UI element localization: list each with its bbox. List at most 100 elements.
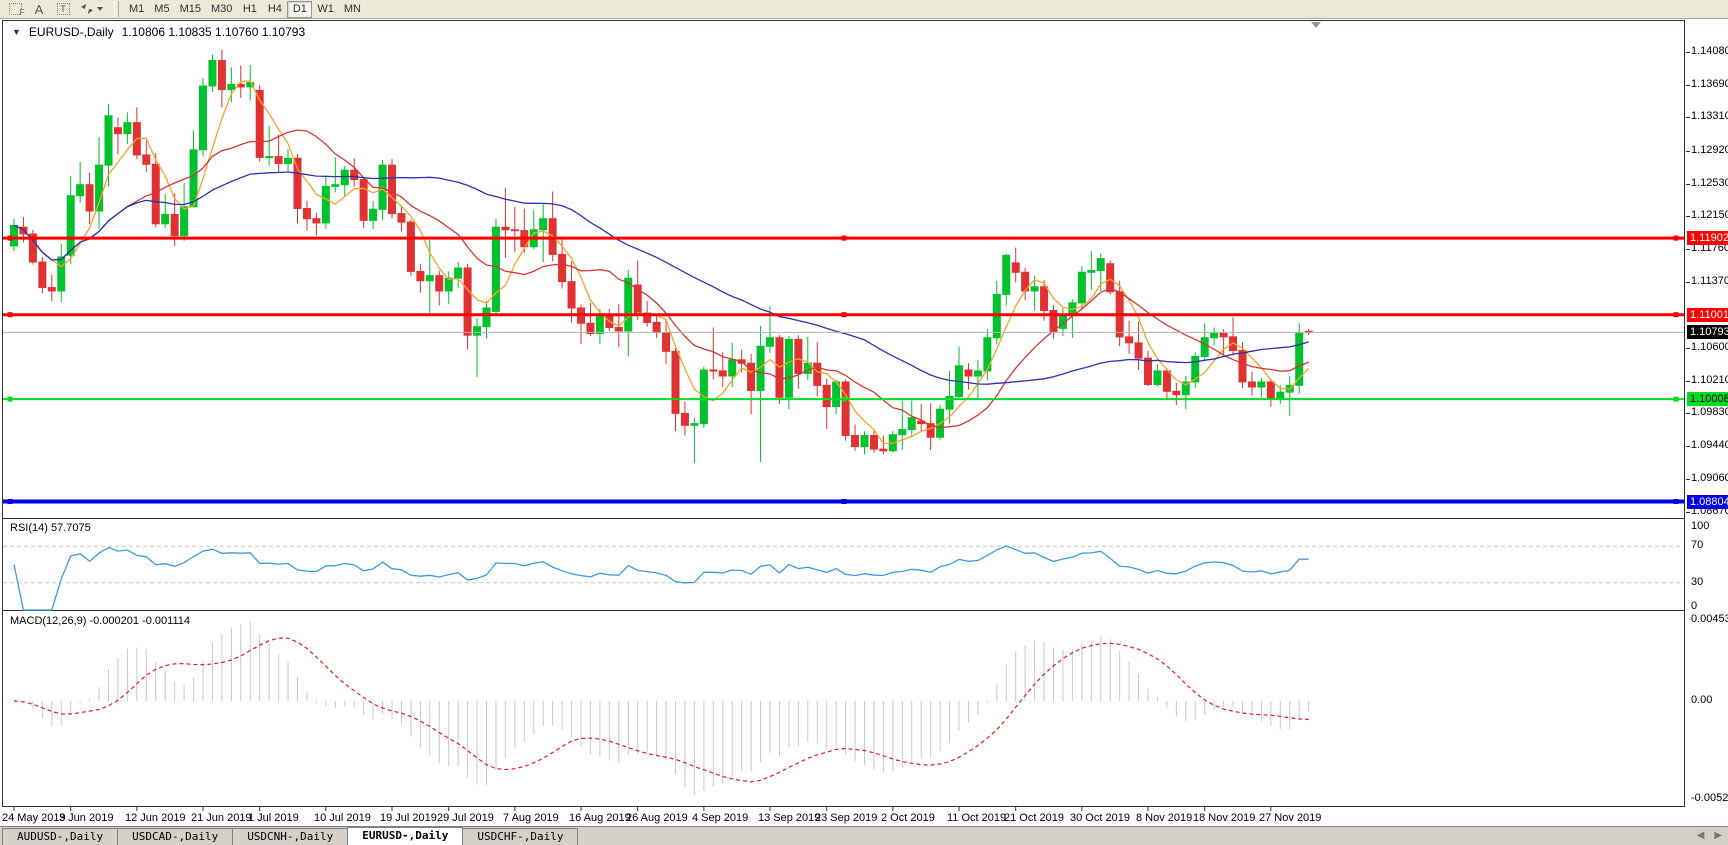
macd-signal-line: [13, 637, 1309, 783]
macd-indicator-label: MACD(12,26,9) -0.000201 -0.001114: [10, 615, 190, 627]
date-tick-label: 2 Oct 2019: [881, 812, 935, 824]
price-tick-label: 1.12920: [1691, 144, 1728, 156]
candle-body: [794, 338, 803, 374]
candle-body: [747, 362, 756, 391]
candle-body: [246, 82, 255, 88]
hline-handle[interactable]: [7, 396, 13, 402]
rsi-axis-label: 0: [1691, 600, 1698, 612]
hline-handle[interactable]: [1673, 235, 1679, 241]
candle-body: [1049, 310, 1058, 333]
timeframe-button-m30[interactable]: M30: [210, 3, 233, 15]
candle-body: [208, 60, 217, 87]
chart-canvas[interactable]: [2, 20, 1686, 812]
hline-handle[interactable]: [841, 499, 847, 505]
candle-body: [473, 326, 482, 336]
price-tick-mark: [1686, 348, 1690, 349]
hline-handle[interactable]: [841, 312, 847, 318]
timeframe-button-mn[interactable]: MN: [343, 3, 361, 15]
macd-axis-label: 0.00: [1691, 694, 1713, 706]
price-tick-mark: [1686, 52, 1690, 53]
price-tick-label: 1.12530: [1691, 177, 1728, 189]
candle-body: [113, 127, 122, 135]
arrow-tools-dropdown[interactable]: [76, 1, 106, 17]
chart-window[interactable]: ▼ EURUSD-,Daily 1.10806 1.10835 1.10760 …: [0, 19, 1728, 826]
tab-scroll-buttons: ◀ ▶: [1697, 830, 1722, 841]
symbol-tab-usdchf[interactable]: USDCHF-,Daily: [462, 828, 579, 845]
timeframe-button-m1[interactable]: M1: [129, 3, 145, 15]
candle-body: [482, 307, 491, 328]
candle-body: [425, 275, 434, 282]
timeframe-button-w1[interactable]: W1: [317, 3, 334, 15]
candle-body: [199, 85, 207, 151]
price-tick-label: 1.13690: [1691, 78, 1728, 90]
chart-dropdown-caret-icon[interactable]: ▼: [12, 27, 21, 37]
rsi-axis-label: 100: [1691, 520, 1710, 532]
timeframe-button-d1[interactable]: D1: [287, 0, 313, 18]
candle-body: [964, 369, 973, 377]
candle-body: [1106, 263, 1115, 293]
candle-body: [614, 327, 623, 332]
price-tick-mark: [1686, 282, 1690, 283]
candle-body: [501, 226, 510, 231]
candle-body: [1172, 390, 1181, 396]
hline-handle[interactable]: [841, 396, 847, 402]
macd-axis-label: -0.005205: [1691, 792, 1728, 804]
candle-body: [1162, 370, 1171, 392]
candle-body: [1238, 349, 1247, 383]
timeframe-button-m5[interactable]: M5: [154, 3, 170, 15]
candle-body: [1096, 258, 1105, 272]
grid-f-tool-icon[interactable]: F: [4, 1, 26, 17]
timeframe-button-h4[interactable]: H4: [267, 3, 282, 15]
candle-body: [860, 435, 869, 448]
candle-body: [1153, 370, 1162, 386]
date-tick-label: 7 Aug 2019: [503, 812, 559, 824]
candle-body: [350, 169, 359, 181]
symbol-tab-usdcad[interactable]: USDCAD-,Daily: [117, 828, 234, 845]
price-tick-label: 1.13310: [1691, 110, 1728, 122]
candle-body: [161, 213, 170, 225]
candle-body: [945, 395, 954, 410]
hline-handle[interactable]: [841, 235, 847, 241]
hline-handle[interactable]: [7, 235, 13, 241]
symbol-tab-usdcnh[interactable]: USDCNH-,Daily: [232, 828, 349, 845]
candle-body: [1191, 355, 1200, 383]
candle-body: [1276, 391, 1285, 400]
candle-body: [558, 253, 567, 283]
price-tick-label: 1.11370: [1691, 275, 1728, 287]
timeframe-button-h1[interactable]: H1: [242, 3, 257, 15]
hline-handle[interactable]: [1673, 499, 1679, 505]
candle-body: [662, 332, 671, 352]
chart-title: ▼ EURUSD-,Daily 1.10806 1.10835 1.10760 …: [12, 25, 305, 39]
price-tick-mark: [1686, 151, 1690, 152]
text-t-tool-icon[interactable]: T: [52, 1, 74, 17]
price-badge: 1.10008: [1687, 392, 1728, 406]
hline-handle[interactable]: [1673, 312, 1679, 318]
scroll-right-icon[interactable]: ▶: [1714, 830, 1722, 841]
date-tick-label: 30 Oct 2019: [1070, 812, 1130, 824]
scroll-left-icon[interactable]: ◀: [1696, 830, 1705, 841]
date-tick-label: 12 Jun 2019: [125, 812, 186, 824]
date-tick-label: 19 Jul 2019: [380, 812, 437, 824]
hline-handle[interactable]: [7, 312, 13, 318]
label-a-tool-icon[interactable]: A: [34, 1, 44, 17]
date-tick-label: 16 Aug 2019: [569, 812, 631, 824]
price-tick-mark: [1686, 446, 1690, 447]
hline-handle[interactable]: [1673, 396, 1679, 402]
timeframe-button-m15[interactable]: M15: [179, 3, 201, 15]
candle-body: [66, 195, 75, 256]
dotted-grid-glyph: F: [8, 3, 25, 17]
rsi-axis-label: 30: [1691, 576, 1704, 588]
candle-body: [1247, 381, 1256, 388]
hline-handle[interactable]: [7, 499, 13, 505]
date-tick-label: 23 Sep 2019: [815, 812, 878, 824]
candle-body: [1257, 381, 1266, 388]
price-tick-mark: [1686, 117, 1690, 118]
candle-body: [265, 156, 274, 159]
candle-body: [1266, 381, 1275, 400]
candle-body: [255, 89, 264, 158]
symbol-tab-eurusd[interactable]: EURUSD-,Daily: [347, 827, 464, 845]
symbol-tab-audusd[interactable]: AUDUSD-,Daily: [2, 828, 119, 845]
text-box-glyph: T: [56, 3, 70, 15]
candle-body: [1040, 286, 1049, 312]
candle-body: [321, 185, 330, 224]
